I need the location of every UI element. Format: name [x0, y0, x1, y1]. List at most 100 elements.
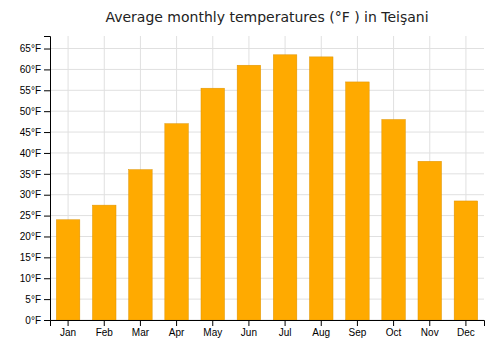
tick-mark: [393, 320, 394, 326]
tick-label: 50°F: [20, 106, 41, 117]
bar: [273, 55, 297, 320]
bars: [56, 55, 477, 320]
tick: Aug: [312, 320, 330, 338]
plot: 0°F 5°F 10°F 15°F 20°F 25°F 30°F 35°F 40°F 45°F 50…: [20, 36, 485, 338]
tick: 45°F: [20, 127, 50, 138]
axis-line: [44, 37, 51, 321]
bar: [454, 201, 478, 320]
tick-label: 15°F: [20, 252, 41, 263]
grid: [50, 36, 484, 320]
tick-mark: [465, 320, 466, 326]
tick-mark: [44, 174, 50, 175]
grid-line: [50, 132, 484, 133]
bar: [56, 220, 80, 320]
tick: Oct: [386, 320, 402, 338]
tick: Feb: [96, 320, 114, 338]
tick-mark: [176, 320, 177, 326]
tick-label: 10°F: [20, 273, 41, 284]
tick-label: Apr: [169, 327, 185, 338]
grid-line: [50, 90, 484, 91]
tick-mark: [357, 320, 358, 326]
grid-line: [50, 69, 484, 70]
tick: 20°F: [20, 231, 50, 242]
tick-label: Oct: [386, 327, 402, 338]
bar: [346, 82, 370, 320]
tick-label: 20°F: [20, 231, 41, 242]
y-axis: 0°F 5°F 10°F 15°F 20°F 25°F 30°F 35°F 40°F 45°F 50…: [20, 37, 51, 326]
tick: Jul: [279, 320, 292, 338]
tick-mark: [44, 132, 50, 133]
tick: 55°F: [20, 85, 50, 96]
tick-mark: [44, 216, 50, 217]
tick-label: Nov: [421, 327, 439, 338]
bar: [201, 88, 225, 320]
grid-line: [50, 111, 484, 112]
tick-mark: [44, 299, 50, 300]
tick-mark: [44, 236, 50, 237]
tick-label: 60°F: [20, 64, 41, 75]
axis-line: [51, 321, 485, 327]
tick: 5°F: [25, 294, 50, 305]
grid-line: [50, 152, 484, 153]
tick: 15°F: [20, 252, 50, 263]
tick: Jun: [241, 320, 257, 338]
tick-label: 25°F: [20, 210, 41, 221]
title: Average monthly temperatures (°F ) in Te…: [105, 9, 428, 25]
tick: 35°F: [20, 169, 50, 180]
x-axis: Jan Feb Mar Apr May Jun Jul Aug Sep Oct Nov Dec: [51, 320, 485, 338]
tick: May: [203, 320, 222, 338]
tick: 0°F: [25, 315, 50, 326]
tick: 40°F: [20, 148, 50, 159]
bar: [92, 205, 116, 320]
tick-label: 45°F: [20, 127, 41, 138]
tick-mark: [44, 320, 50, 321]
tick-mark: [212, 320, 213, 326]
tick: Dec: [457, 320, 475, 338]
tick: Mar: [132, 320, 150, 338]
tick: 30°F: [20, 189, 50, 200]
tick-label: May: [203, 327, 222, 338]
tick-label: Mar: [132, 327, 150, 338]
tick: 60°F: [20, 64, 50, 75]
tick-label: 5°F: [25, 294, 41, 305]
tick: Apr: [169, 320, 185, 338]
tick-mark: [104, 320, 105, 326]
tick: Jan: [60, 320, 76, 338]
bar: [418, 161, 442, 320]
tick-mark: [44, 257, 50, 258]
tick-mark: [44, 49, 50, 50]
tick: 50°F: [20, 106, 50, 117]
bar: [129, 170, 153, 320]
tick-label: 0°F: [25, 315, 41, 326]
tick: 10°F: [20, 273, 50, 284]
bar: [382, 120, 406, 320]
tick-mark: [321, 320, 322, 326]
tick-mark: [429, 320, 430, 326]
tick-label: 40°F: [20, 148, 41, 159]
tick-label: 35°F: [20, 169, 41, 180]
tick: 65°F: [20, 43, 50, 54]
bar: [165, 124, 189, 320]
tick: 25°F: [20, 210, 50, 221]
tick-mark: [44, 90, 50, 91]
grid-line: [50, 48, 484, 49]
tick-label: 30°F: [20, 189, 41, 200]
tick-label: 55°F: [20, 85, 41, 96]
tick-mark: [44, 278, 50, 279]
tick-label: Dec: [457, 327, 475, 338]
tick-mark: [44, 69, 50, 70]
tick-label: Jan: [60, 327, 76, 338]
tick-label: Feb: [96, 327, 114, 338]
tick-mark: [140, 320, 141, 326]
chart: 0°F 5°F 10°F 15°F 20°F 25°F 30°F 35°F 40°F 45°F 50…: [0, 0, 500, 350]
tick-label: Sep: [349, 327, 367, 338]
tick: Sep: [349, 320, 367, 338]
tick-mark: [44, 111, 50, 112]
tick-mark: [44, 153, 50, 154]
bar: [237, 65, 261, 320]
tick-mark: [285, 320, 286, 326]
tick: Nov: [421, 320, 439, 338]
tick-mark: [44, 195, 50, 196]
bar: [309, 57, 333, 320]
tick-label: Jul: [279, 327, 292, 338]
